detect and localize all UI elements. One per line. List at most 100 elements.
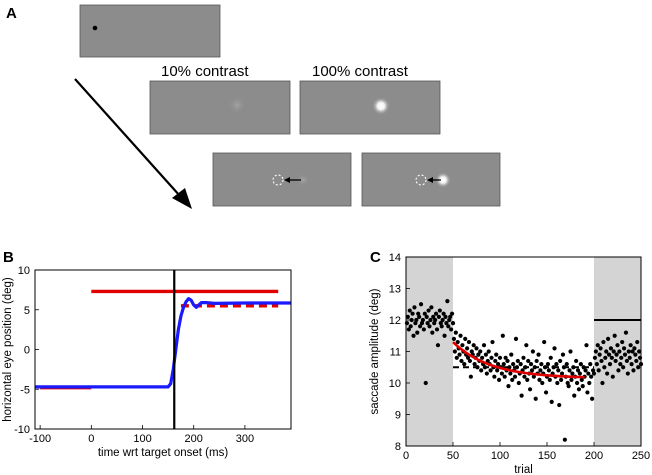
trial-point <box>433 317 438 323</box>
trial-point <box>599 358 604 364</box>
trial-point <box>565 380 570 386</box>
trial-point <box>567 368 572 373</box>
trial-point <box>486 349 491 354</box>
fixation-dot <box>92 25 98 31</box>
stepped-spot-low-contrast <box>296 173 310 187</box>
trial-point <box>438 321 443 326</box>
x-tick-label: -100 <box>29 433 51 445</box>
trial-point <box>557 402 562 408</box>
trial-point <box>619 355 624 360</box>
trial-point <box>460 343 465 348</box>
trial-point <box>568 349 573 354</box>
trial-point <box>405 314 410 319</box>
x-tick-label: 150 <box>538 450 556 462</box>
trial-point <box>425 321 430 326</box>
trial-point <box>523 365 528 370</box>
trial-point <box>507 365 512 370</box>
trial-point <box>598 346 603 351</box>
x-tick-label: 100 <box>491 450 509 462</box>
trial-point <box>432 321 437 326</box>
trial-point <box>637 349 642 354</box>
trial-point <box>434 327 440 332</box>
exponential-fit-curve <box>452 341 585 379</box>
y-axis-label: horizontal eye position (deg) <box>2 277 14 422</box>
trial-point <box>590 368 596 373</box>
trial-point <box>514 365 520 370</box>
trial-point <box>518 362 523 367</box>
panel-b: B -100 0 100 200 300 -10 -5 0 5 10 time wrt target… <box>2 249 292 459</box>
trial-point <box>615 343 620 348</box>
target-screen-high-contrast <box>299 80 441 135</box>
x-tick-label: 100 <box>133 433 151 445</box>
trial-point <box>635 339 640 345</box>
trial-point <box>454 355 459 360</box>
trial-point <box>560 352 566 357</box>
y-tick-label: 12 <box>389 315 401 327</box>
previous-target-dashed-circle <box>272 174 284 186</box>
x-tick-label: 200 <box>585 450 603 462</box>
trial-point <box>468 374 473 379</box>
trial-point <box>621 346 627 351</box>
trial-point <box>527 387 533 392</box>
trial-point <box>515 358 520 364</box>
trial-point <box>508 371 513 376</box>
saccade-amplitude-chart: 0 50 100 150 200 250 8 9 10 11 12 13 14 trial saccade … <box>369 252 650 475</box>
trial-point <box>561 365 567 370</box>
x-tick-label: 0 <box>88 433 94 445</box>
trial-point <box>608 346 614 351</box>
trial-point <box>501 362 506 367</box>
trial-point <box>564 362 569 367</box>
trial-point <box>612 333 617 338</box>
trial-point <box>622 352 628 357</box>
panel-a: A 10% contrast 100% contrast <box>6 4 501 209</box>
trial-point <box>411 333 416 338</box>
trial-point <box>610 374 615 379</box>
trial-point <box>404 321 410 326</box>
trial-point <box>540 380 545 386</box>
target-spot-high-contrast <box>372 97 390 115</box>
trial-point <box>554 362 559 367</box>
trial-point <box>546 368 551 373</box>
trial-point <box>462 362 467 367</box>
trial-point <box>459 358 464 364</box>
y-tick-label: -5 <box>20 384 30 396</box>
trial-point <box>545 362 551 367</box>
trial-point <box>536 352 541 357</box>
x-tick-label: 50 <box>447 450 459 462</box>
trial-point <box>485 358 490 364</box>
trial-point <box>566 384 571 389</box>
trial-point <box>586 371 591 376</box>
trial-point <box>519 393 524 398</box>
trial-point <box>421 327 426 332</box>
trial-point <box>437 308 442 313</box>
trial-point <box>506 384 511 389</box>
trial-point <box>422 311 427 316</box>
trial-point <box>629 362 634 367</box>
y-tick-label: 13 <box>389 284 401 296</box>
trial-point <box>634 358 639 364</box>
trial-point <box>446 324 451 329</box>
panel-c: C 0 50 100 150 200 250 8 9 10 11 12 13 14 trial saccad… <box>369 249 650 475</box>
trial-point <box>457 352 462 357</box>
trial-point <box>587 380 592 386</box>
trial-point <box>419 321 425 326</box>
trial-point <box>479 368 484 373</box>
trial-point <box>593 349 598 354</box>
contrast-10-label: 10% contrast <box>161 63 249 80</box>
trial-point <box>469 349 474 354</box>
trial-point <box>621 365 626 370</box>
backstep-arrow-low-head <box>284 177 290 183</box>
trial-point <box>466 339 472 345</box>
x-tick-label: 0 <box>403 450 409 462</box>
trial-point <box>542 339 547 345</box>
trial-point <box>623 330 629 335</box>
trial-point <box>620 339 625 345</box>
trial-point <box>463 336 468 341</box>
target-spot-low-contrast <box>228 96 246 114</box>
trial-point <box>475 365 480 370</box>
trial-point <box>637 355 643 360</box>
trial-point <box>407 308 412 313</box>
trial-point <box>579 377 584 382</box>
trial-point <box>552 346 557 351</box>
trial-point <box>597 352 602 357</box>
